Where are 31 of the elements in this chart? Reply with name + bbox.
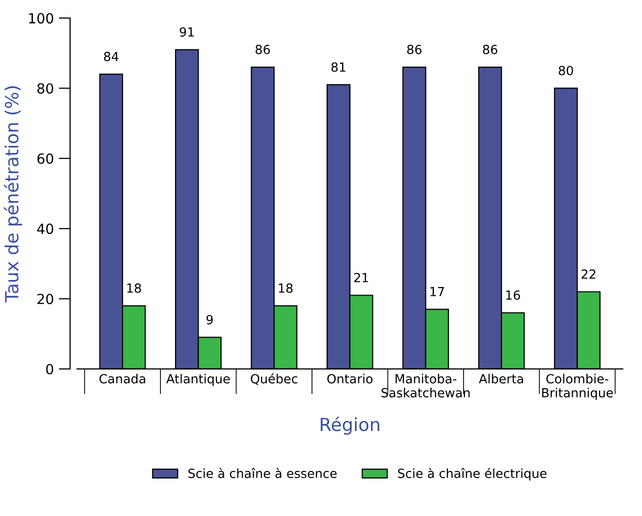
data-label: 9 [206,314,213,324]
y-tick-label: 60 [37,153,54,164]
data-label: 86 [407,44,422,54]
data-label: 86 [256,44,270,54]
x-tick-label: Ontario [327,374,372,384]
x-tick-label: Québec [250,373,298,385]
y-tick-label: 0 [46,364,54,374]
data-label: 18 [127,283,141,293]
data-label: 81 [331,62,346,72]
data-label: 86 [483,44,498,54]
y-tick-label: 20 [37,294,54,304]
x-tick-label: Canada [99,374,146,384]
data-label: 84 [104,52,118,62]
x-tick-label: Manitoba- Saskatchewan [382,374,470,398]
x-tick-label: Alberta [478,374,524,384]
x-tick-label: Atlantique [166,374,230,386]
data-label: 80 [558,66,574,76]
y-axis-title: Taux de pénétration (%) [4,86,22,302]
data-label: 17 [430,287,444,296]
x-axis-title: Région [320,416,380,435]
data-label: 22 [582,269,596,279]
legend-label: Scie à chaîne à essence [188,468,337,478]
data-label: 91 [180,27,194,37]
data-label: 18 [278,283,293,293]
y-tick-label: 80 [37,83,54,94]
legend-label: Scie à chaîne électrique [398,468,546,481]
y-tick-label: 100 [29,13,54,24]
x-tick-label: Colombie- Britannique [542,374,613,400]
y-tick-label: 40 [37,224,54,234]
data-label: 21 [354,272,368,282]
data-label: 16 [506,290,520,300]
